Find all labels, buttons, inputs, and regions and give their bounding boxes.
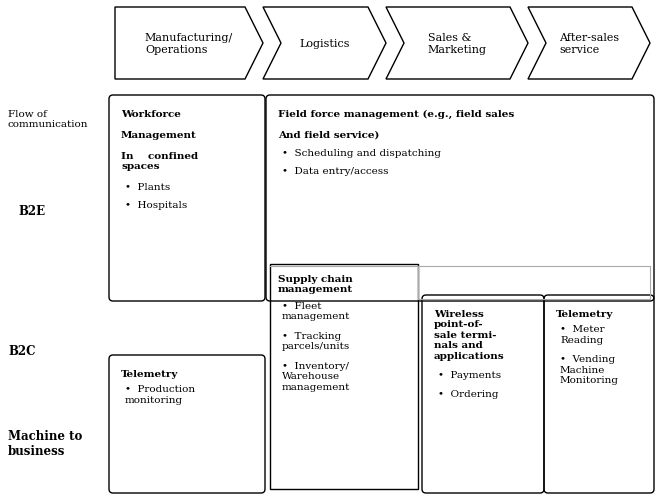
- Text: Telemetry: Telemetry: [556, 310, 613, 318]
- Text: Workforce

Management

In    confined
spaces: Workforce Management In confined spaces: [121, 110, 198, 171]
- Text: Sales &
Marketing: Sales & Marketing: [428, 33, 486, 55]
- Text: Field force management (e.g., field sales

And field service): Field force management (e.g., field sale…: [278, 110, 515, 140]
- Text: Flow of
communication: Flow of communication: [8, 110, 88, 129]
- Text: •  Tracking
parcels/units: • Tracking parcels/units: [282, 331, 350, 351]
- Text: •  Inventory/
Warehouse
management: • Inventory/ Warehouse management: [282, 361, 350, 391]
- Text: •  Meter
Reading: • Meter Reading: [560, 325, 605, 344]
- Text: •  Production
monitoring: • Production monitoring: [125, 385, 195, 404]
- Text: •  Payments: • Payments: [438, 371, 501, 380]
- Text: Machine to
business: Machine to business: [8, 429, 82, 457]
- Text: •  Fleet
management: • Fleet management: [282, 302, 350, 321]
- Text: •  Ordering: • Ordering: [438, 389, 499, 398]
- Text: After-sales
service: After-sales service: [559, 33, 619, 55]
- Text: Manufacturing/
Operations: Manufacturing/ Operations: [145, 33, 233, 55]
- Bar: [270, 265, 418, 489]
- Text: B2C: B2C: [8, 344, 36, 357]
- Text: Supply chain
management: Supply chain management: [278, 275, 353, 294]
- Text: Wireless
point-of-
sale termi-
nals and
applications: Wireless point-of- sale termi- nals and …: [434, 310, 505, 360]
- Text: •  Data entry/access: • Data entry/access: [282, 166, 388, 175]
- Text: •  Scheduling and dispatching: • Scheduling and dispatching: [282, 148, 441, 157]
- Text: •  Plants: • Plants: [125, 183, 170, 191]
- Text: Telemetry: Telemetry: [121, 369, 178, 378]
- Text: Logistics: Logistics: [299, 39, 350, 49]
- Text: B2E: B2E: [18, 204, 45, 217]
- Text: •  Vending
Machine
Monitoring: • Vending Machine Monitoring: [560, 355, 619, 384]
- Text: •  Hospitals: • Hospitals: [125, 201, 188, 210]
